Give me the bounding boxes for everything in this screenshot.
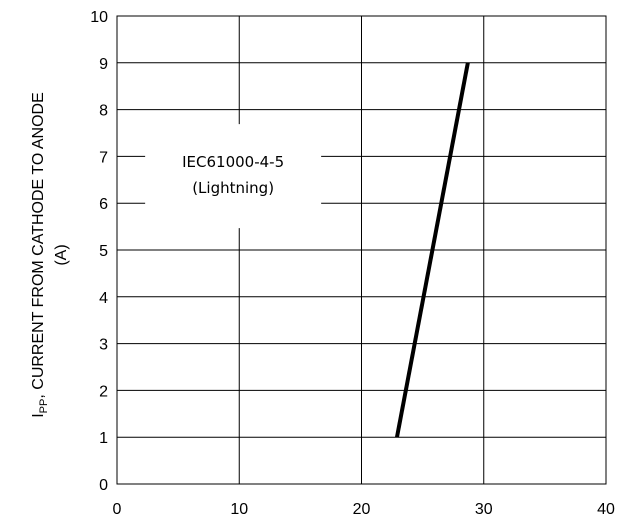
annotation-text: (Lightning) <box>192 179 274 197</box>
y-tick-label: 6 <box>99 196 108 213</box>
y-axis-label-unit: (A) <box>53 244 70 265</box>
y-tick-label: 0 <box>99 477 108 494</box>
y-tick-label: 8 <box>99 103 108 120</box>
x-tick-label: 10 <box>230 501 248 518</box>
annotation-box <box>145 124 322 229</box>
grid-lines <box>117 16 606 484</box>
annotation-text: IEC61000-4-5 <box>182 153 284 171</box>
y-tick-labels: 0 1 2 3 4 5 6 7 8 9 10 <box>90 9 108 494</box>
series-layer <box>394 62 470 438</box>
y-tick-label: 2 <box>99 383 108 400</box>
y-tick-label: 10 <box>90 9 108 26</box>
x-tick-label: 0 <box>113 501 122 518</box>
y-tick-label: 1 <box>99 430 108 447</box>
x-tick-label: 30 <box>475 501 493 518</box>
y-axis-label-group: IPP, CURRENT FROM CATHODE TO ANODE (A) <box>30 92 70 418</box>
x-tick-label: 20 <box>353 501 371 518</box>
y-tick-label: 4 <box>99 290 108 307</box>
series-line <box>394 62 470 438</box>
annotations: IEC61000-4-5 (Lightning) <box>145 124 322 229</box>
y-axis-label: IPP, CURRENT FROM CATHODE TO ANODE <box>30 92 50 418</box>
x-tick-labels: 0 10 20 30 40 <box>113 501 615 518</box>
y-tick-label: 5 <box>99 243 108 260</box>
y-tick-label: 9 <box>99 56 108 73</box>
x-tick-label: 40 <box>597 501 615 518</box>
y-tick-label: 7 <box>99 149 108 166</box>
y-tick-label: 3 <box>99 337 108 354</box>
plot-frame <box>116 15 607 485</box>
